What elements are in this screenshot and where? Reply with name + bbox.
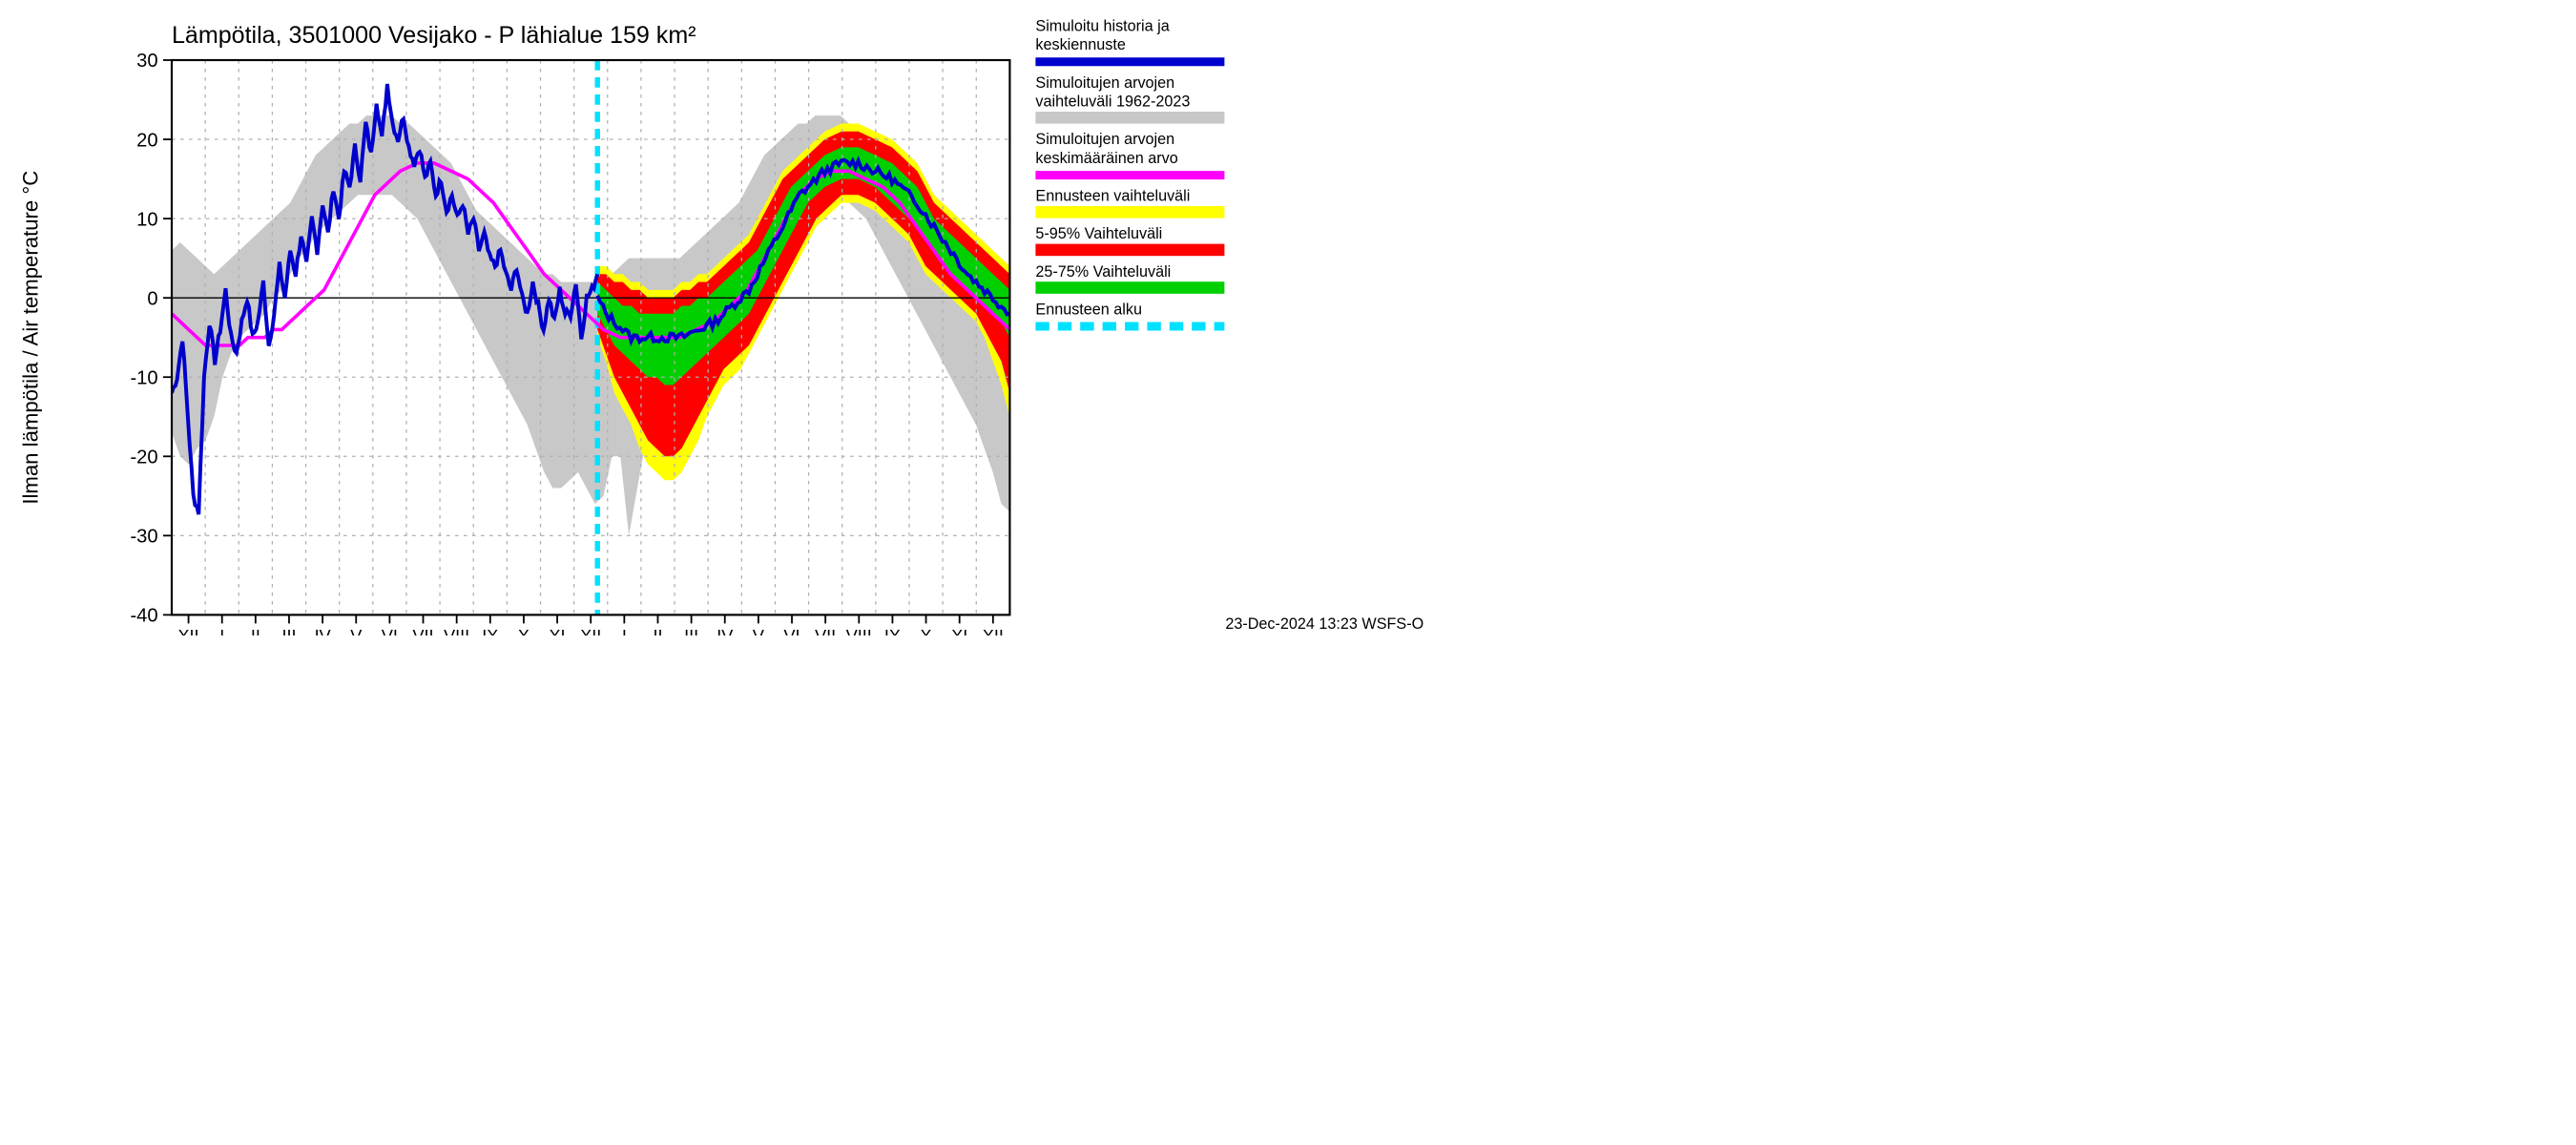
legend-swatch xyxy=(1035,112,1224,124)
xtick-label: VII xyxy=(815,627,836,635)
xtick-label: II xyxy=(653,627,662,635)
xtick-label: VIII xyxy=(846,627,872,635)
legend-label: keskiennuste xyxy=(1035,36,1126,53)
ytick-label: 0 xyxy=(147,288,157,309)
ytick-label: -20 xyxy=(130,447,157,468)
ytick-label: 30 xyxy=(136,51,157,72)
ytick-label: 20 xyxy=(136,130,157,151)
xtick-label: III xyxy=(684,627,698,635)
xtick-label: III xyxy=(281,627,296,635)
legend-label: Ennusteen alku xyxy=(1035,301,1142,318)
temperature-chart: -40-30-20-100102030XIIIIIIIIIVVVIVIIVIII… xyxy=(0,0,1431,635)
legend-label: 5-95% Vaihteluväli xyxy=(1035,225,1162,242)
legend-label: 25-75% Vaihteluväli xyxy=(1035,263,1171,281)
xtick-label: IX xyxy=(884,627,901,635)
xtick-label: VII xyxy=(413,627,434,635)
xtick-label: X xyxy=(921,627,932,635)
xtick-label: XII xyxy=(983,627,1004,635)
chart-title: Lämpötila, 3501000 Vesijako - P lähialue… xyxy=(172,22,696,49)
legend-label: Simuloitujen arvojen xyxy=(1035,131,1174,148)
footer-timestamp: 23-Dec-2024 13:23 WSFS-O xyxy=(1225,615,1423,633)
xtick-label: I xyxy=(219,627,224,635)
legend-label: Simuloitujen arvojen xyxy=(1035,74,1174,92)
xtick-label: IX xyxy=(482,627,498,635)
xtick-label: IV xyxy=(315,627,331,635)
xtick-label: V xyxy=(753,627,764,635)
xtick-label: XI xyxy=(951,627,967,635)
ytick-label: -30 xyxy=(130,527,157,548)
xtick-label: IV xyxy=(717,627,733,635)
xtick-label: XII xyxy=(580,627,601,635)
xtick-label: X xyxy=(518,627,530,635)
xtick-label: VI xyxy=(382,627,398,635)
xtick-label: II xyxy=(251,627,260,635)
legend-label: Simuloitu historia ja xyxy=(1035,17,1169,34)
ytick-label: 10 xyxy=(136,209,157,230)
xtick-label: V xyxy=(350,627,362,635)
xtick-label: I xyxy=(622,627,627,635)
legend-swatch xyxy=(1035,244,1224,257)
y-axis-label: Ilman lämpötila / Air temperature °C xyxy=(19,171,43,505)
ytick-label: -10 xyxy=(130,367,157,388)
xtick-label: VIII xyxy=(444,627,469,635)
legend-label: keskimääräinen arvo xyxy=(1035,150,1177,167)
ytick-label: -40 xyxy=(130,606,157,627)
legend-swatch xyxy=(1035,206,1224,219)
xtick-label: XI xyxy=(550,627,566,635)
legend-label: Ennusteen vaihteluväli xyxy=(1035,188,1190,205)
xtick-label: XII xyxy=(178,627,199,635)
xtick-label: VI xyxy=(784,627,800,635)
legend-swatch xyxy=(1035,281,1224,294)
legend-label: vaihteluväli 1962-2023 xyxy=(1035,94,1190,111)
